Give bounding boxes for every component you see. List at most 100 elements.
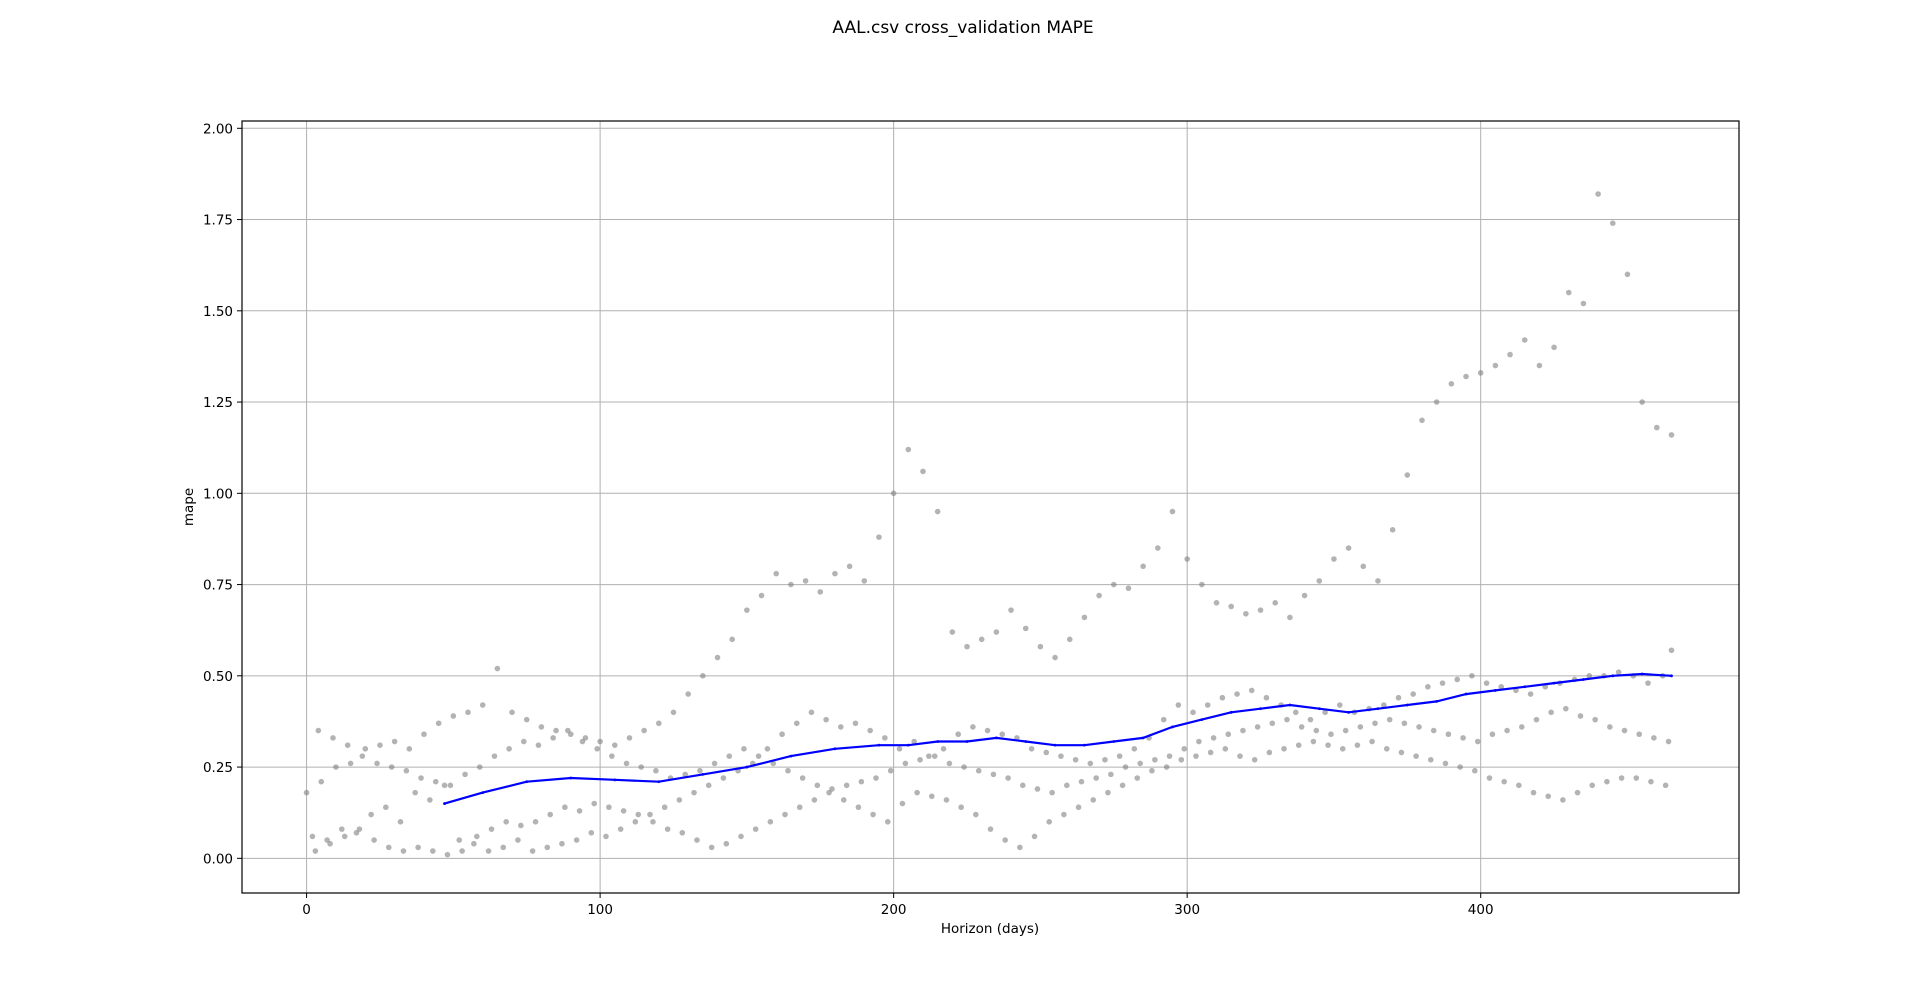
data-point (1210, 735, 1217, 741)
data-point (459, 848, 465, 854)
data-point (1621, 727, 1628, 734)
data-point (867, 727, 873, 734)
data-point (1648, 778, 1654, 785)
data-point (1477, 370, 1484, 376)
data-point (934, 508, 941, 515)
data-point (1292, 709, 1299, 716)
data-point (1419, 417, 1425, 424)
data-point (708, 844, 715, 851)
data-point (406, 746, 413, 752)
data-point (1046, 819, 1053, 825)
data-point (1398, 749, 1405, 756)
data-point (1504, 727, 1510, 734)
data-point (1178, 756, 1185, 763)
data-point (714, 654, 721, 661)
data-point (1560, 797, 1566, 803)
x-axis-label: Horizon (days) (941, 921, 1039, 937)
data-point (1668, 432, 1675, 438)
data-point (356, 826, 363, 832)
data-points (303, 191, 1675, 858)
data-point (873, 775, 879, 781)
data-point (1498, 683, 1505, 690)
data-point (1342, 727, 1349, 734)
rolling-mape-point (701, 772, 705, 776)
data-point (990, 771, 997, 778)
data-point (1483, 680, 1490, 686)
data-point (726, 753, 733, 759)
rolling-mape-point (481, 791, 485, 795)
rolling-mape-point (1640, 672, 1644, 676)
data-point (752, 826, 759, 832)
data-point (388, 764, 395, 770)
data-point (1193, 753, 1199, 759)
data-point (553, 727, 559, 734)
data-point (843, 782, 850, 789)
data-point (1093, 775, 1099, 781)
data-point (1325, 742, 1331, 748)
data-point (435, 720, 442, 727)
data-point (1316, 578, 1323, 584)
data-point (309, 833, 316, 840)
data-point (1160, 716, 1167, 723)
data-point (1049, 789, 1055, 796)
data-point (565, 727, 571, 734)
data-point (1536, 362, 1543, 369)
rolling-mape-point (1670, 674, 1673, 678)
data-point (1081, 614, 1088, 621)
data-point (1609, 220, 1616, 227)
data-point (773, 570, 780, 577)
data-point (928, 793, 935, 800)
data-point (1448, 381, 1455, 387)
data-point (1624, 271, 1631, 278)
data-point (1389, 527, 1396, 533)
data-point (418, 775, 424, 781)
data-point (1577, 713, 1584, 719)
data-point (1433, 399, 1440, 405)
data-point (1372, 720, 1378, 727)
rolling-mape-point (877, 743, 881, 747)
data-point (1565, 289, 1572, 296)
data-point (852, 720, 859, 727)
data-point (1017, 844, 1023, 851)
data-point (855, 804, 862, 811)
rolling-mape-point (1288, 703, 1292, 707)
rolling-mape-point (1347, 710, 1351, 714)
data-point (638, 764, 644, 770)
data-point (529, 848, 536, 854)
data-point (1019, 782, 1026, 789)
data-point (691, 789, 697, 796)
data-point (1472, 767, 1478, 774)
data-point (347, 760, 354, 767)
x-tick-label: 300 (1174, 902, 1200, 918)
data-point (591, 800, 598, 807)
data-point (1181, 746, 1188, 752)
rolling-mape-point (569, 776, 573, 780)
data-point (383, 804, 389, 811)
data-point (1295, 742, 1302, 748)
data-point (1219, 694, 1226, 701)
data-point (447, 782, 454, 789)
data-point (471, 840, 477, 847)
data-point (1119, 782, 1126, 789)
data-point (1137, 760, 1143, 767)
data-point (1395, 694, 1402, 701)
data-point (1152, 756, 1158, 763)
data-point (1442, 760, 1449, 767)
data-point (1339, 746, 1346, 752)
data-point (729, 636, 735, 643)
data-point (1430, 727, 1437, 734)
data-point (984, 727, 991, 734)
data-point (1190, 709, 1196, 716)
data-point (896, 746, 903, 752)
data-point (617, 826, 624, 832)
data-point (1122, 764, 1129, 770)
rolling-mape-point (1317, 707, 1321, 711)
data-point (664, 826, 671, 832)
data-point (1052, 654, 1058, 661)
data-point (535, 742, 542, 748)
data-point (1618, 775, 1625, 781)
data-point (1002, 837, 1008, 843)
data-point (1022, 625, 1029, 632)
data-point (1257, 607, 1264, 613)
